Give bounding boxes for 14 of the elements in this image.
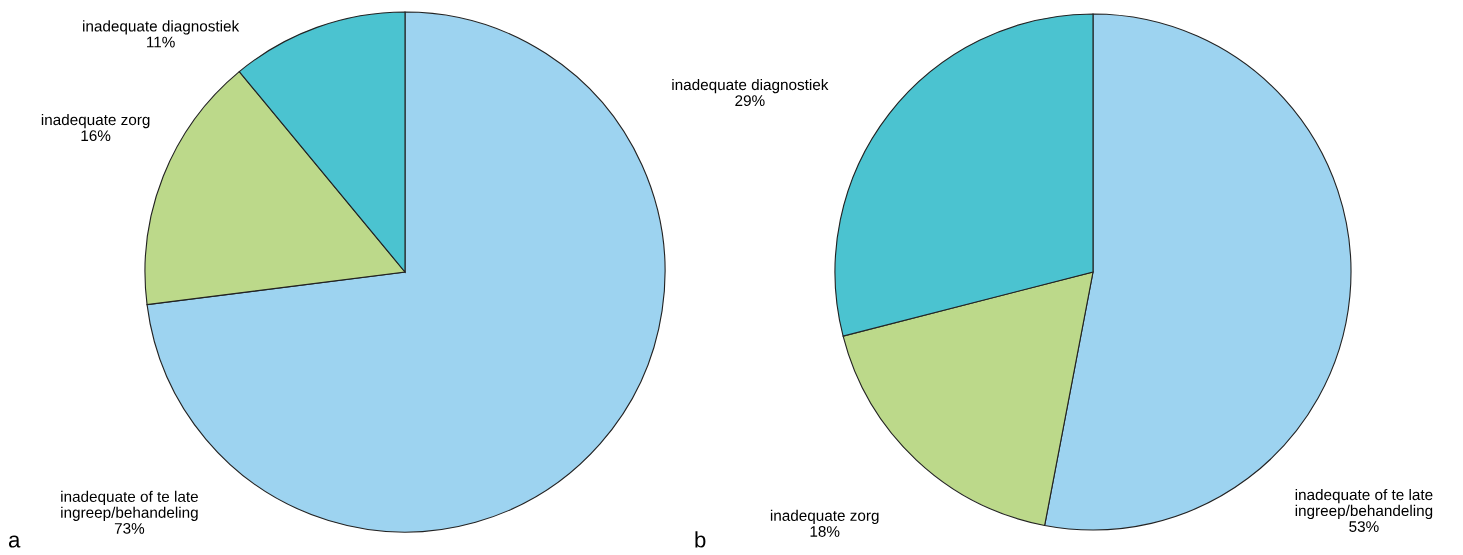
data-label: 53% — [1349, 521, 1379, 532]
data-label: 29% — [735, 95, 765, 107]
data-label: 11% — [147, 36, 175, 48]
slice-label: inadequate of te late ingreep/behandeling — [1295, 488, 1433, 520]
slice-label: inadequate of te late ingreep/behandeling — [61, 490, 198, 521]
slice-label: inadequate diagnostiek — [83, 20, 240, 35]
text: b — [695, 531, 706, 548]
data-label: 73% — [114, 522, 145, 534]
text: a — [8, 535, 21, 548]
slice-label: inadequate diagnostiek — [672, 78, 829, 94]
slice-label: inadequate zorg — [770, 509, 879, 525]
data-label: 18% — [810, 526, 840, 537]
data-label: 16% — [81, 130, 111, 142]
slice-label: inadequate zorg — [41, 113, 150, 129]
